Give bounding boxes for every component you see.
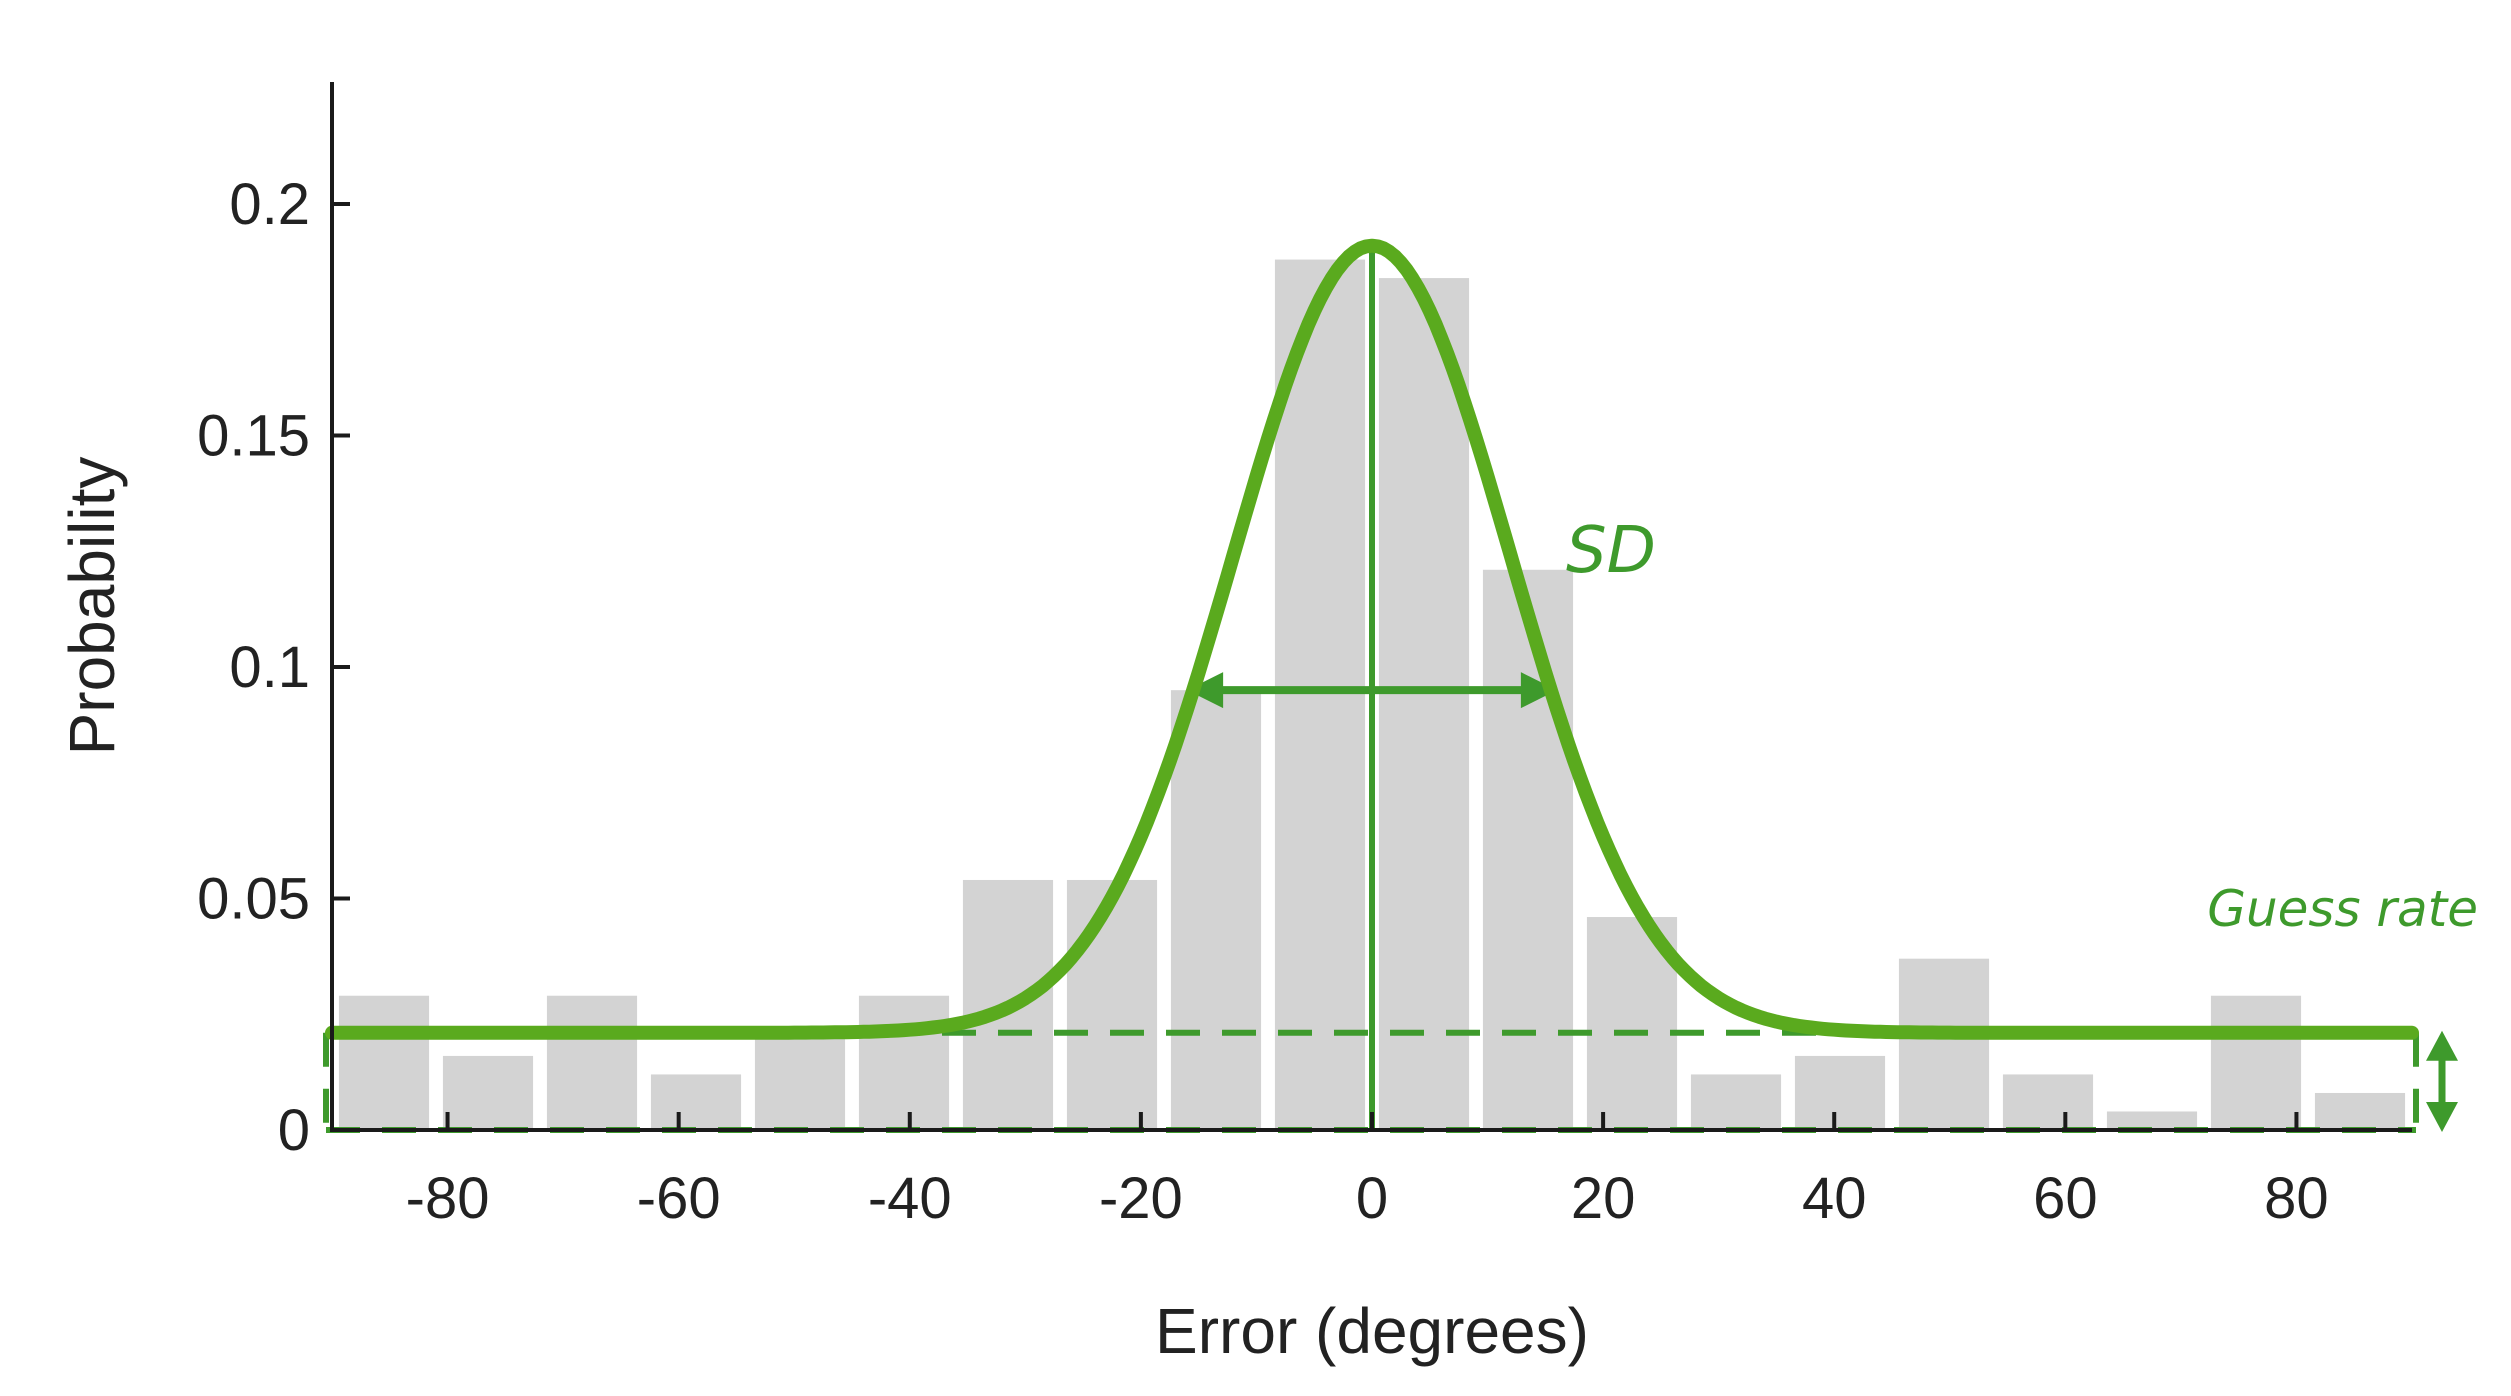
histogram-bar	[1690, 1074, 1782, 1130]
y-axis-title: Probability	[56, 457, 128, 756]
histogram-bar	[2106, 1111, 2198, 1130]
histogram-bar	[1898, 958, 1990, 1130]
x-tick-label: -60	[637, 1166, 721, 1231]
histogram-bar	[754, 1032, 846, 1130]
guess-rate-label: Guess rate	[2207, 880, 2478, 938]
sd-arrow-head-left	[1187, 672, 1224, 709]
x-tick-label: -80	[406, 1166, 490, 1231]
x-axis-title: Error (degrees)	[1155, 1295, 1589, 1367]
sd-arrow-head-right	[1520, 672, 1557, 709]
x-tick-label: 0	[1356, 1166, 1388, 1231]
fit-curve	[325, 238, 2419, 1040]
y-tick-label: 0.1	[229, 635, 310, 700]
histogram-bar	[1170, 690, 1262, 1130]
x-tick-label: 40	[1802, 1166, 1867, 1231]
histogram-bar	[2210, 995, 2302, 1130]
histogram-bar	[650, 1074, 742, 1130]
x-tick-label: -40	[868, 1166, 952, 1231]
histogram-bar	[2002, 1074, 2094, 1130]
histogram-bar	[546, 995, 638, 1130]
guess-rate-arrow-head-top	[2426, 1030, 2458, 1061]
fit-curve-group	[325, 238, 2419, 1040]
y-tick-label: 0.15	[197, 404, 310, 469]
y-tick-label: 0	[278, 1098, 310, 1163]
x-tick-label: 20	[1571, 1166, 1636, 1231]
guess-rate-arrow-head-bottom	[2426, 1102, 2458, 1132]
x-tick-label: 60	[2033, 1166, 2098, 1231]
histogram-bar	[338, 995, 430, 1130]
histogram-bars	[338, 259, 2406, 1131]
x-tick-label: 80	[2264, 1166, 2329, 1231]
histogram-bar	[858, 995, 950, 1130]
y-tick-label: 0.2	[229, 172, 310, 237]
histogram-bar	[1378, 278, 1470, 1131]
histogram-bar	[1066, 879, 1158, 1130]
histogram-bar	[1274, 259, 1366, 1130]
histogram-bar	[1794, 1055, 1886, 1130]
histogram-bar	[2314, 1092, 2406, 1130]
histogram-bar	[442, 1055, 534, 1130]
axes: 0 0.05 0.1 0.15 0.2 -80 -60 -40 -20 0 20 40 60 80	[197, 82, 2412, 1231]
x-tick-label: -20	[1099, 1166, 1183, 1231]
y-tick-label: 0.05	[197, 867, 310, 932]
sd-label: SD	[1566, 514, 1656, 588]
histogram-bar	[1482, 569, 1574, 1130]
